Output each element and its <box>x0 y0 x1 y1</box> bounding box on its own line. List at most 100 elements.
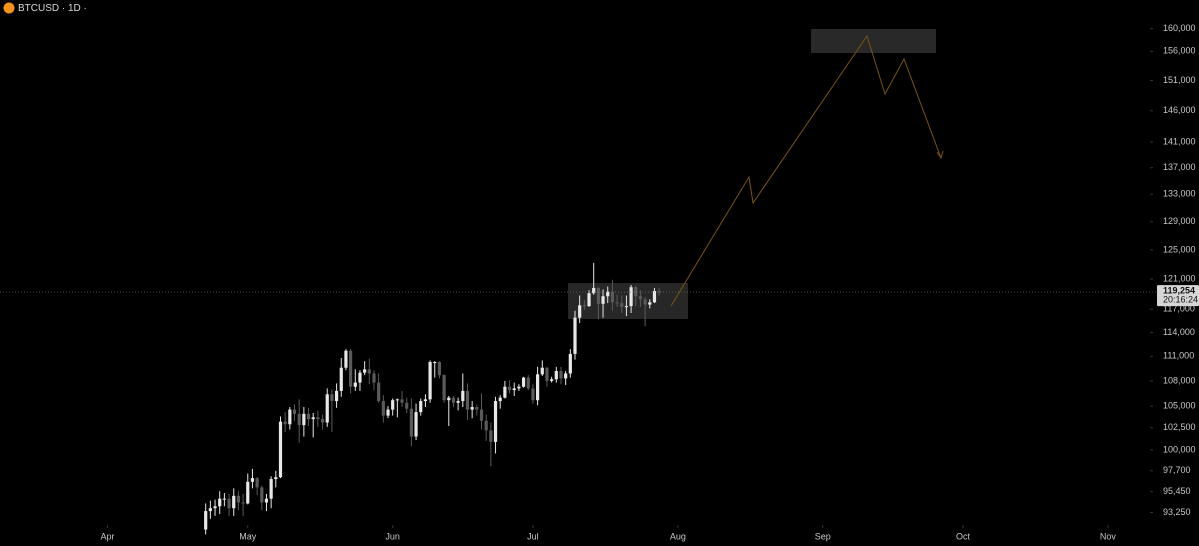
candle-body <box>423 399 428 402</box>
candle-body <box>433 362 437 364</box>
candle-body <box>456 401 460 403</box>
candle-body <box>657 290 661 293</box>
candle-body <box>292 409 297 414</box>
projection-arrow <box>936 150 944 160</box>
candle-body <box>320 419 325 423</box>
candle-body <box>218 498 222 507</box>
drawings <box>568 29 944 319</box>
candle-body <box>236 495 241 503</box>
candle-body <box>274 477 278 480</box>
y-tick-label: 102,500 <box>1163 422 1196 432</box>
x-tick-label: May <box>239 531 257 541</box>
candle-body <box>475 407 479 410</box>
last-price-label: 119,254 <box>1163 285 1195 295</box>
candle-body <box>325 394 329 423</box>
candle-body <box>260 487 264 503</box>
candle-body <box>634 287 638 297</box>
candle-body <box>222 498 226 500</box>
candle-body <box>227 498 231 509</box>
x-tick-label: Sep <box>815 531 831 541</box>
candle-body <box>428 362 432 400</box>
candle-body <box>559 371 563 379</box>
y-tick-label: 160,000 <box>1163 23 1196 33</box>
candle-body <box>587 293 591 307</box>
last-price-badge <box>1157 285 1199 307</box>
candle-body <box>601 296 605 304</box>
candle-body <box>339 367 343 391</box>
candle-body <box>363 369 367 373</box>
y-tick-label: 133,000 <box>1163 189 1196 199</box>
candle-body <box>610 291 614 303</box>
candle-body <box>620 303 624 307</box>
candle-body <box>442 375 446 401</box>
candle-body <box>564 373 568 379</box>
candle-body <box>437 362 442 376</box>
candle-body <box>517 386 521 389</box>
target-box <box>811 29 936 53</box>
candle-body <box>381 401 385 416</box>
candle-body <box>414 412 418 437</box>
y-tick-label: 95,450 <box>1163 486 1191 496</box>
y-tick-label: 105,000 <box>1163 401 1196 411</box>
candle-body <box>507 386 512 391</box>
candle-body <box>372 373 376 383</box>
projection-path <box>670 34 942 307</box>
candle-body <box>596 287 600 304</box>
candle-body <box>592 287 596 294</box>
candle-body <box>246 481 250 504</box>
candle-body <box>241 502 245 504</box>
x-tick-label: Nov <box>1100 531 1117 541</box>
candle-body <box>470 407 474 410</box>
candle-body <box>409 408 413 437</box>
candle-body <box>306 413 311 420</box>
candle-body <box>358 372 362 383</box>
y-tick-label: 129,000 <box>1163 216 1196 226</box>
y-tick-label: 111,000 <box>1163 351 1194 361</box>
candle-body <box>386 409 390 416</box>
candle-body <box>302 413 306 426</box>
y-tick-label: 125,000 <box>1163 244 1196 254</box>
candle-body <box>264 498 269 503</box>
y-tick-label: 108,000 <box>1163 375 1196 385</box>
candle-body <box>349 350 353 387</box>
candle-body <box>638 296 643 300</box>
candle-body <box>213 506 217 509</box>
candle-body <box>531 388 535 401</box>
candle-body <box>461 390 465 402</box>
x-tick-label: Aug <box>670 531 686 541</box>
candle-body <box>615 302 619 304</box>
candle-body <box>451 397 456 403</box>
chart-title: BTCUSD · 1D · <box>18 3 87 14</box>
candle-body <box>554 371 558 380</box>
candle-body <box>545 367 549 381</box>
candle-body <box>582 305 586 307</box>
candle-body <box>521 377 526 387</box>
candle-body <box>573 317 577 354</box>
symbol-icon <box>3 2 15 14</box>
candle-body <box>419 401 423 413</box>
candle-body <box>395 399 399 401</box>
candle-body <box>283 421 287 425</box>
candle-body <box>250 478 255 482</box>
candle-body <box>353 382 357 387</box>
candle-body <box>334 390 339 402</box>
candle-body <box>526 377 530 389</box>
y-tick-label: 141,000 <box>1163 136 1196 146</box>
candle-body <box>297 413 301 426</box>
candle-body <box>405 402 409 409</box>
x-tick-label: Jul <box>527 531 539 541</box>
candle-body <box>447 397 451 401</box>
candle-body <box>204 511 208 530</box>
candles <box>204 262 661 535</box>
candle-body <box>208 508 212 512</box>
candle-body <box>367 369 371 374</box>
x-tick-label: Jun <box>385 531 400 541</box>
y-tick-label: 121,000 <box>1163 273 1196 283</box>
candle-body <box>550 379 554 381</box>
candle-body <box>377 382 381 402</box>
candle-body <box>391 400 395 410</box>
candle-body <box>400 399 404 403</box>
candle-body <box>288 409 292 425</box>
candle-body <box>232 495 236 509</box>
